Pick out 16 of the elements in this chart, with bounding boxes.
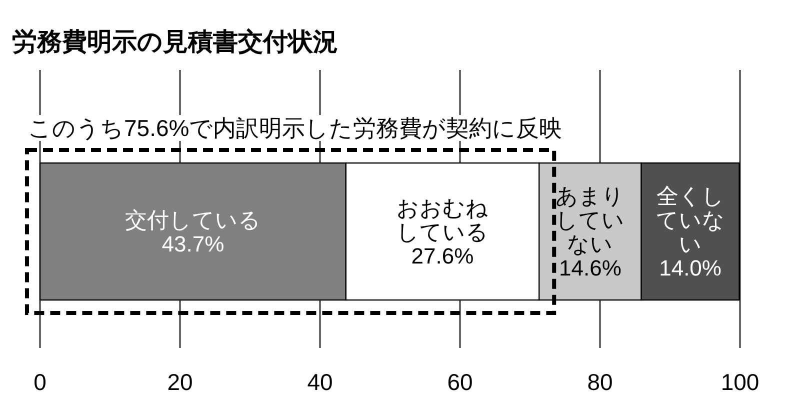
- series-label: おおむねしている: [396, 196, 488, 244]
- x-tick-label: 60: [447, 369, 473, 395]
- text: このうち75.6%で内訳明示した労務費が契約に反映: [28, 115, 562, 141]
- x-tick-label: 80: [587, 369, 613, 395]
- data-label: 14.6%: [559, 256, 622, 280]
- series-label: 交付している: [124, 208, 261, 232]
- data-label: 43.7%: [162, 232, 224, 256]
- data-label: 14.0%: [659, 256, 722, 280]
- x-tick-label: 20: [167, 369, 193, 395]
- series-label: あまりしていない: [556, 184, 625, 256]
- series-label: 全くしていない: [656, 184, 725, 256]
- chart-title: 労務費明示の見積書交付状況: [12, 28, 338, 56]
- x-tick-label: 0: [34, 369, 46, 395]
- data-label: 27.6%: [411, 244, 474, 268]
- x-tick-label: 100: [720, 369, 760, 395]
- x-tick-label: 40: [307, 369, 333, 395]
